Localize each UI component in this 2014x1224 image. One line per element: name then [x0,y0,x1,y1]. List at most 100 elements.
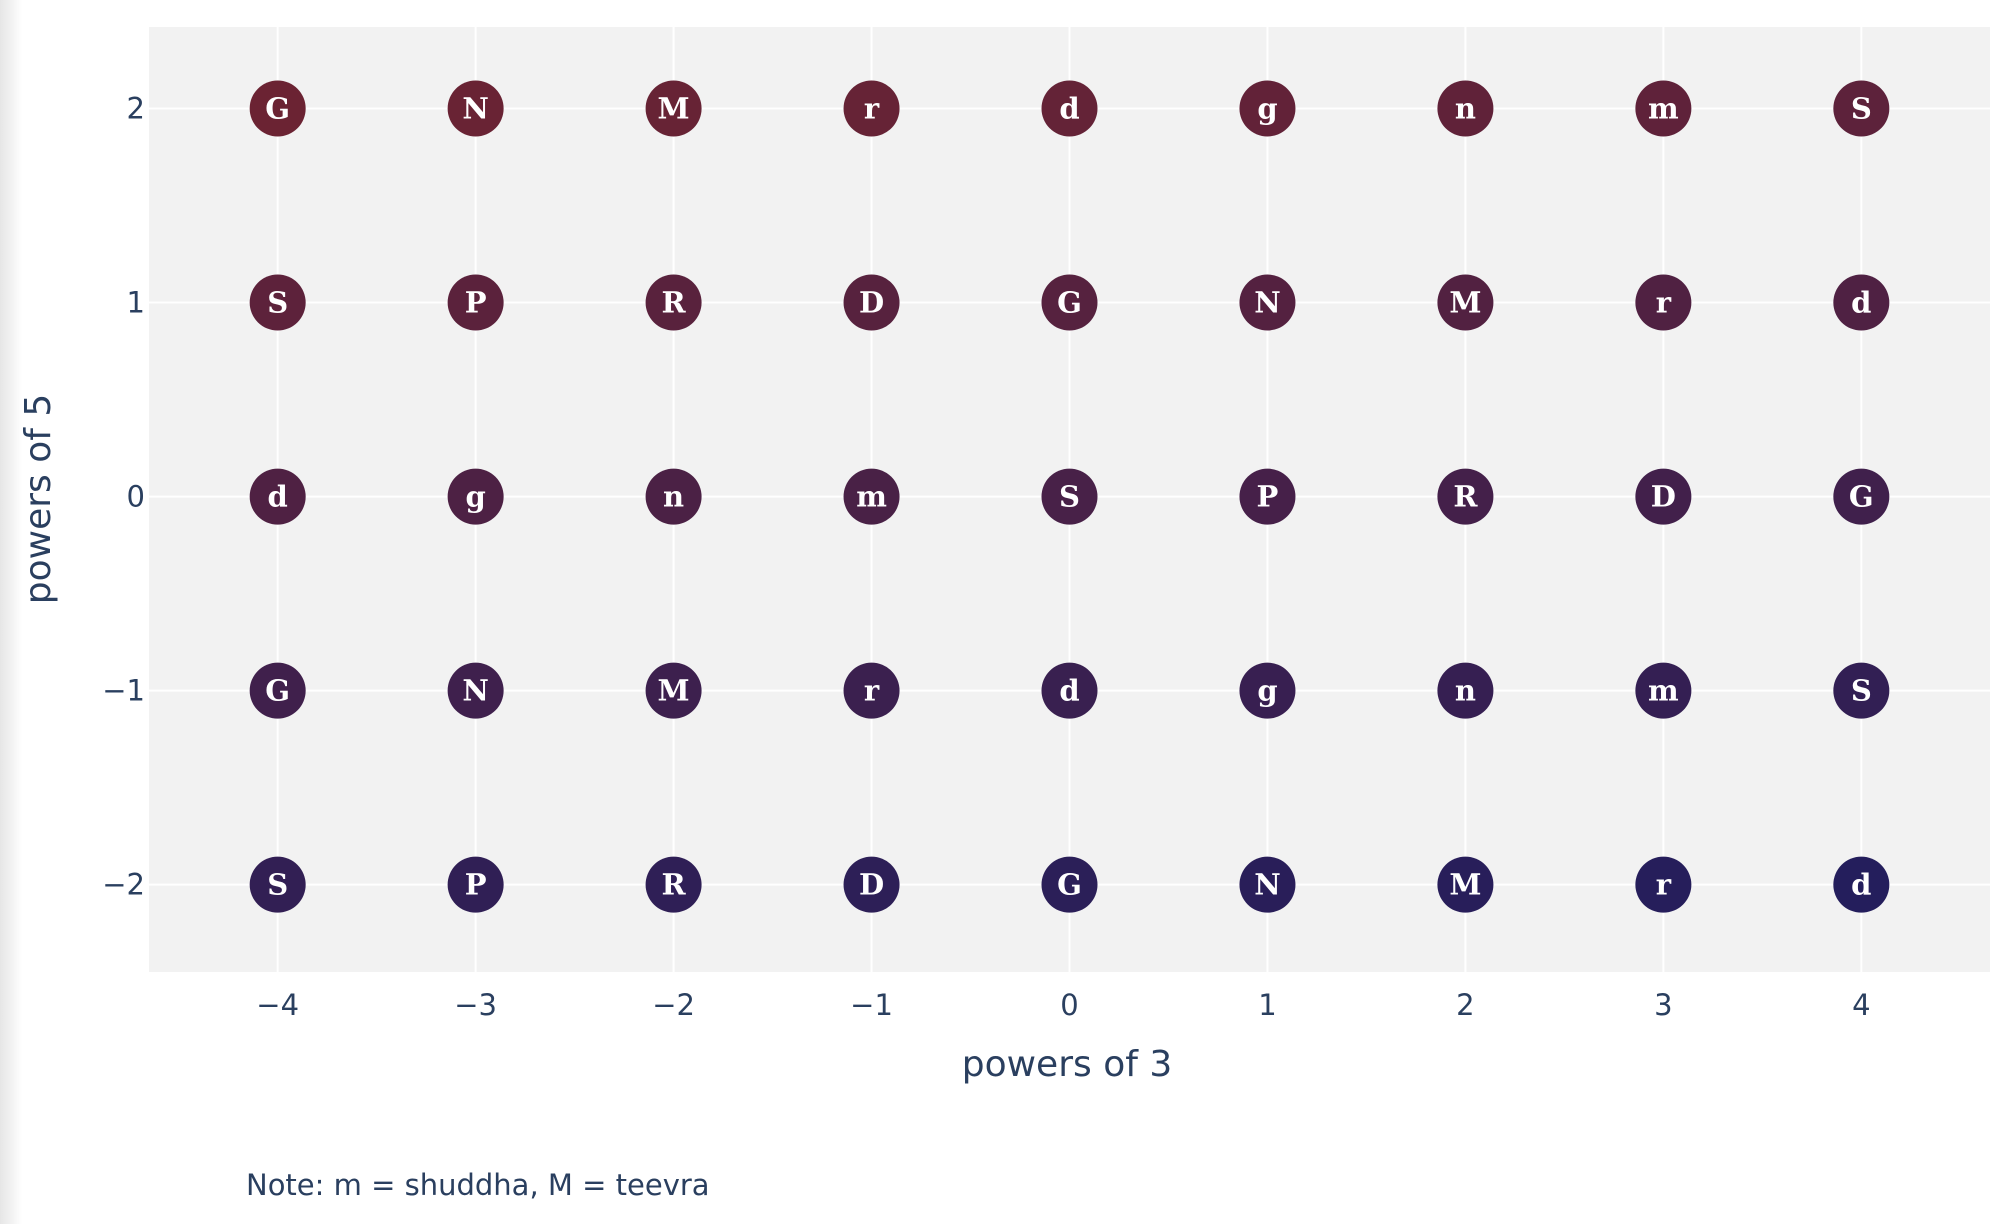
swara-marker: d [249,468,306,525]
marker-circle [447,468,504,525]
x-tick-label: −1 [850,988,893,1022]
swara-marker: r [1635,856,1692,913]
marker-circle [645,274,702,331]
x-tick-label: 4 [1852,988,1870,1022]
swara-marker: M [1437,274,1494,331]
marker-circle [1239,468,1296,525]
y-axis-ticks: −2 −1 0 1 2 [102,91,145,901]
y-tick-label: −2 [102,868,145,902]
y-tick-label: 1 [127,286,145,320]
marker-label: G [265,91,290,125]
x-tick-label: −3 [454,988,497,1022]
x-tick-label: 3 [1654,988,1672,1022]
swara-marker: g [447,468,504,525]
x-axis-title: powers of 3 [962,1044,1173,1085]
marker-label: d [1851,868,1871,902]
marker-circle [1239,856,1296,913]
swara-marker: n [1437,662,1494,719]
swara-marker: r [843,662,900,719]
marker-circle [447,856,504,913]
swara-marker: G [249,662,306,719]
marker-label: D [1651,480,1676,514]
marker-label: g [1257,674,1277,708]
swara-marker: d [1041,80,1098,137]
marker-label: M [658,91,690,125]
marker-label: n [663,480,684,514]
swara-marker: P [447,274,504,331]
marker-circle [249,468,306,525]
marker-label: M [658,674,690,708]
swara-marker: G [1833,468,1890,525]
marker-label: g [1257,91,1277,125]
marker-label: g [465,480,485,514]
marker-label: N [462,91,489,125]
marker-circle [249,80,306,137]
marker-label: d [1851,286,1871,320]
marker-label: m [1648,674,1679,708]
swara-marker: S [249,856,306,913]
swara-marker: r [1635,274,1692,331]
marker-circle [843,468,900,525]
marker-label: m [1648,91,1679,125]
marker-label: R [1453,480,1478,514]
swara-marker: S [249,274,306,331]
marker-circle [1041,856,1098,913]
marker-circle [1437,856,1494,913]
marker-label: M [1449,286,1481,320]
marker-circle [1833,662,1890,719]
marker-circle [843,274,900,331]
marker-circle [1041,80,1098,137]
y-tick-label: 2 [127,91,145,125]
marker-circle [447,80,504,137]
swara-marker: G [1041,856,1098,913]
swara-marker: m [1635,662,1692,719]
marker-circle [1437,468,1494,525]
marker-label: S [267,868,288,902]
swara-marker: N [1239,856,1296,913]
swara-marker: M [1437,856,1494,913]
marker-circle [447,662,504,719]
swara-marker: G [249,80,306,137]
marker-circle [1239,80,1296,137]
swara-marker: D [1635,468,1692,525]
x-tick-label: −4 [256,988,299,1022]
marker-label: D [859,868,884,902]
swara-marker: n [1437,80,1494,137]
swara-marker: S [1833,80,1890,137]
swara-marker: N [447,662,504,719]
marker-circle [1041,274,1098,331]
marker-label: S [1851,91,1872,125]
x-axis-ticks: −4 −3 −2 −1 0 1 2 3 4 [256,988,1870,1022]
marker-label: G [1057,868,1082,902]
marker-label: R [662,868,687,902]
swara-marker: r [843,80,900,137]
marker-circle [1635,80,1692,137]
swara-marker: D [843,856,900,913]
marker-label: D [859,286,884,320]
marker-circle [249,274,306,331]
swara-marker: g [1239,80,1296,137]
marker-label: G [1057,286,1082,320]
chart-note: Note: m = shuddha, M = teevra [246,1168,710,1202]
swara-marker: M [645,662,702,719]
marker-label: P [465,286,487,320]
swara-marker: m [1635,80,1692,137]
marker-circle [1437,80,1494,137]
marker-label: G [265,674,290,708]
marker-label: N [462,674,489,708]
marker-circle [1635,274,1692,331]
marker-circle [1833,856,1890,913]
x-tick-label: −2 [652,988,695,1022]
marker-label: n [1455,91,1476,125]
y-axis-title: powers of 5 [18,394,59,605]
marker-label: P [1257,480,1279,514]
marker-label: P [465,868,487,902]
y-tick-label: −1 [102,674,145,708]
marker-label: R [662,286,687,320]
marker-circle [645,662,702,719]
marker-circle [1041,662,1098,719]
swara-marker: R [1437,468,1494,525]
marker-circle [843,662,900,719]
swara-marker: N [1239,274,1296,331]
